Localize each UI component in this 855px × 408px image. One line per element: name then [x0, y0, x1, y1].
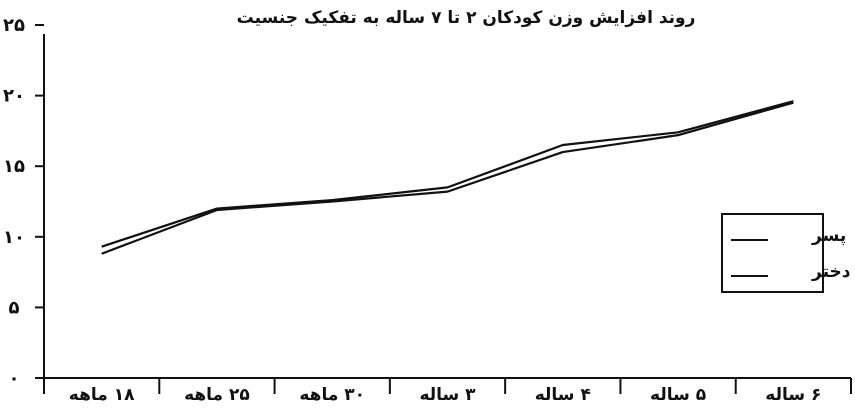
series-line-boy [101, 100, 794, 248]
y-tick-label: ۲۵ [3, 15, 25, 36]
series-line-girl [101, 101, 794, 255]
legend-label-boy: پسر [811, 226, 846, 246]
x-ticks: ۱۸ ماهه ۲۵ ماهه ۳۰ ماهه ۳ ساله ۴ ساله ۵ ساله ۶… [43, 378, 852, 405]
y-tick-label: ۱۰ [3, 227, 25, 248]
y-tick-label: ۰ [9, 368, 20, 389]
chart-title: روند افزایش وزن کودکان ۲ تا ۷ ساله به تف… [237, 8, 696, 28]
series-lines [101, 100, 794, 255]
x-tick-label: ۳۰ ماهه [299, 385, 365, 405]
legend: پسر دختر [721, 213, 851, 293]
x-tick-label: ۱۸ ماهه [69, 385, 135, 405]
y-tick-label: ۵ [9, 297, 20, 318]
x-tick-label: ۶ ساله [765, 385, 821, 405]
y-ticks: ۰ ۵ ۱۰ ۱۵ ۲۰ ۲۵ [3, 15, 44, 389]
x-tick-label: ۴ ساله [535, 385, 591, 405]
x-tick-label: ۳ ساله [419, 385, 476, 405]
legend-label-girl: دختر [811, 262, 851, 282]
y-tick-label: ۲۰ [3, 86, 25, 107]
legend-box [721, 213, 824, 293]
x-tick-label: ۵ ساله [650, 385, 706, 405]
x-tick-label: ۲۵ ماهه [184, 385, 250, 405]
y-tick-label: ۱۵ [3, 156, 25, 177]
